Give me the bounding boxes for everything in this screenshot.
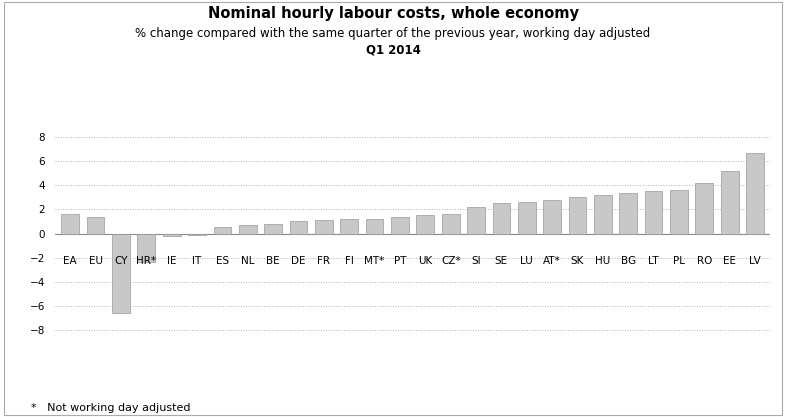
Bar [138, 234, 155, 262]
Text: LT: LT [648, 256, 659, 266]
Text: PL: PL [673, 256, 685, 266]
Text: *   Not working day adjusted: * Not working day adjusted [31, 403, 191, 413]
Text: EA: EA [64, 256, 77, 266]
Bar [696, 183, 713, 234]
Text: FR: FR [318, 256, 330, 266]
Text: AT*: AT* [543, 256, 561, 266]
Text: EU: EU [89, 256, 103, 266]
Text: CY: CY [114, 256, 127, 266]
Bar [442, 214, 460, 234]
Bar [594, 195, 612, 234]
Text: DE: DE [292, 256, 306, 266]
Bar [746, 153, 764, 234]
Text: EE: EE [723, 256, 736, 266]
Bar [86, 217, 105, 234]
Text: PT: PT [394, 256, 406, 266]
Text: MT*: MT* [365, 256, 384, 266]
Text: BG: BG [621, 256, 636, 266]
Bar [721, 171, 739, 234]
Text: LV: LV [749, 256, 761, 266]
Text: ES: ES [216, 256, 229, 266]
Text: % change compared with the same quarter of the previous year, working day adjust: % change compared with the same quarter … [135, 27, 651, 40]
Bar [61, 214, 79, 234]
Bar [619, 193, 637, 234]
Bar [645, 191, 663, 234]
Bar [239, 225, 257, 234]
Bar [340, 219, 358, 234]
Text: BE: BE [266, 256, 280, 266]
Text: UK: UK [418, 256, 432, 266]
Text: CZ*: CZ* [441, 256, 461, 266]
Bar [112, 234, 130, 313]
Text: FI: FI [345, 256, 354, 266]
Text: IE: IE [167, 256, 176, 266]
Bar [264, 224, 282, 234]
Bar [518, 202, 536, 234]
Bar [467, 207, 485, 234]
Bar [543, 200, 561, 234]
Bar [391, 217, 409, 234]
Bar [188, 234, 206, 235]
Bar [315, 220, 332, 234]
Text: LU: LU [520, 256, 533, 266]
Text: RO: RO [696, 256, 712, 266]
Bar [365, 219, 384, 234]
Bar [568, 197, 586, 234]
Text: Nominal hourly labour costs, whole economy: Nominal hourly labour costs, whole econo… [208, 6, 578, 21]
Text: SE: SE [495, 256, 508, 266]
Bar [670, 190, 688, 234]
Bar [163, 234, 181, 236]
Text: NL: NL [241, 256, 255, 266]
Bar [493, 203, 510, 234]
Text: IT: IT [193, 256, 202, 266]
Text: SK: SK [571, 256, 584, 266]
Text: Q1 2014: Q1 2014 [365, 44, 421, 57]
Text: HR*: HR* [136, 256, 156, 266]
Text: HU: HU [595, 256, 611, 266]
Bar [417, 216, 434, 234]
Bar [289, 221, 307, 234]
Bar [214, 228, 231, 234]
Text: SI: SI [472, 256, 481, 266]
